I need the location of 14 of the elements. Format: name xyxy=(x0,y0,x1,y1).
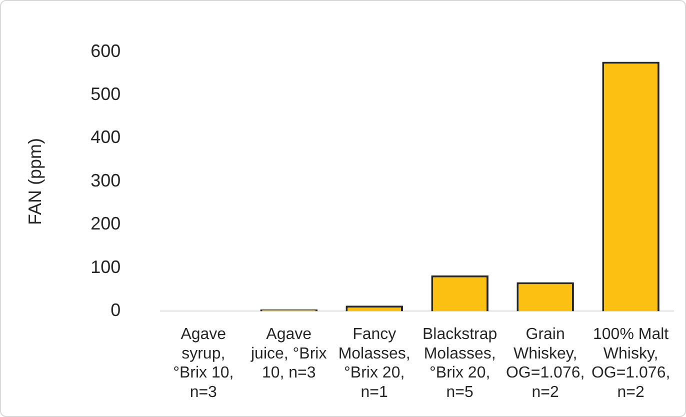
y-tick-label: 500 xyxy=(90,84,121,104)
x-tick-label: Blackstrap Molasses, °Brix 20, n=5 xyxy=(422,326,498,401)
y-axis-title: FAN (ppm) xyxy=(24,138,45,226)
y-tick-label: 300 xyxy=(90,170,121,190)
x-tick-label: Agave syrup, °Brix 10, n=3 xyxy=(173,326,234,401)
y-tick-label: 600 xyxy=(90,40,121,61)
y-tick-label: 400 xyxy=(90,127,121,148)
y-tick-label: 0 xyxy=(110,300,121,320)
x-tick-label: Grain Whiskey, OG=1.076, n=2 xyxy=(506,326,585,401)
x-tick-label: 100% Malt Whisky, OG=1.076, n=2 xyxy=(591,326,670,401)
y-tick-label: 200 xyxy=(90,214,121,234)
y-tick-label: 100 xyxy=(90,256,121,277)
x-tick-label: Agave juice, °Brix 10, n=3 xyxy=(250,326,327,382)
x-tick-label: Fancy Molasses, °Brix 20, n=1 xyxy=(338,326,410,401)
